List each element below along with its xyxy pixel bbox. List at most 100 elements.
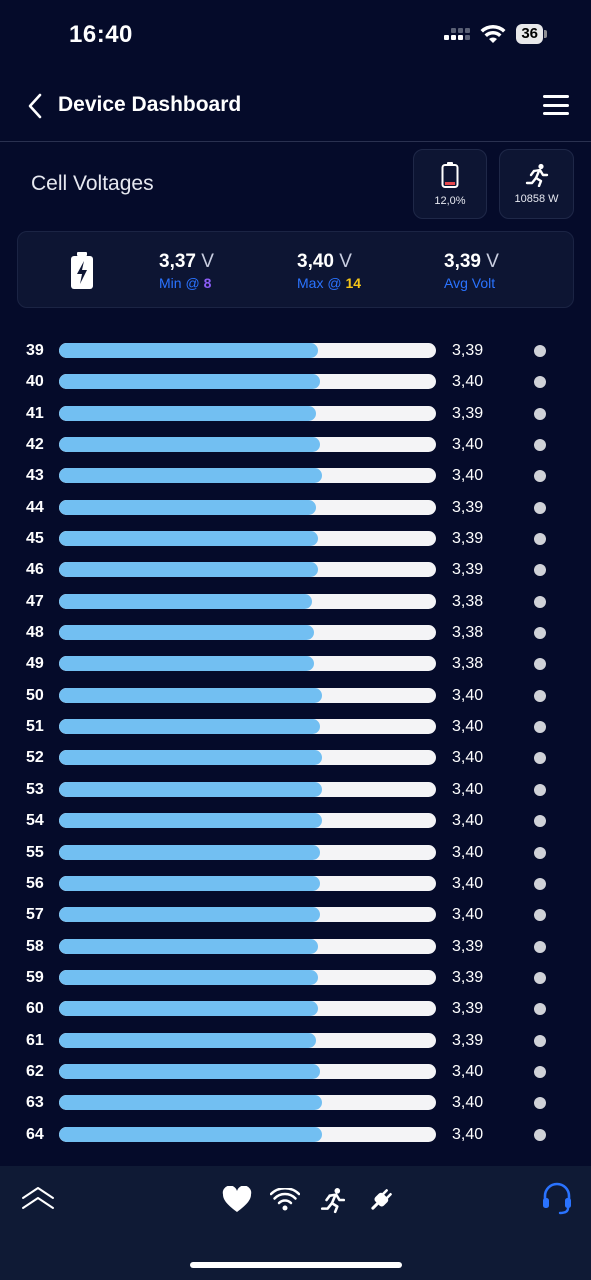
cell-index: 64 bbox=[26, 1125, 44, 1143]
cell-status-dot bbox=[534, 627, 546, 640]
cell-index: 61 bbox=[26, 1031, 44, 1049]
min-voltage-caption: Min @ bbox=[159, 275, 200, 291]
cell-row: 54 3,40 bbox=[0, 805, 591, 836]
cell-row: 61 3,39 bbox=[0, 1025, 591, 1056]
cell-status-dot bbox=[534, 1065, 546, 1078]
cell-voltage-value: 3,40 bbox=[452, 718, 484, 736]
cell-voltage-value: 3,40 bbox=[452, 874, 484, 892]
battery-status: 36 bbox=[516, 24, 547, 44]
cell-voltage-value: 3,40 bbox=[452, 906, 484, 924]
avg-voltage-caption: Avg Volt bbox=[444, 275, 496, 291]
back-chevron-icon[interactable] bbox=[24, 92, 46, 120]
cell-index: 57 bbox=[26, 906, 44, 924]
cell-voltage-value: 3,40 bbox=[452, 780, 484, 798]
cell-voltage-value: 3,40 bbox=[452, 686, 484, 704]
cell-voltage-value: 3,39 bbox=[452, 342, 484, 359]
cell-index: 56 bbox=[26, 874, 44, 892]
headset-icon[interactable] bbox=[541, 1182, 573, 1216]
page-title: Device Dashboard bbox=[58, 93, 242, 116]
cell-voltage-fill bbox=[59, 813, 323, 829]
cell-row: 57 3,40 bbox=[0, 899, 591, 930]
cell-index: 55 bbox=[26, 843, 44, 861]
cell-status-dot bbox=[534, 689, 546, 702]
battery-charging-icon bbox=[71, 252, 93, 289]
cell-index: 52 bbox=[26, 749, 44, 767]
cell-index: 46 bbox=[26, 561, 44, 579]
cell-row: 62 3,40 bbox=[0, 1056, 591, 1087]
hamburger-menu-icon[interactable] bbox=[543, 95, 569, 115]
cell-voltage-bar bbox=[59, 969, 436, 985]
cell-index: 47 bbox=[26, 592, 44, 610]
cell-voltage-bar bbox=[59, 844, 436, 860]
cell-voltage-value: 3,39 bbox=[452, 404, 484, 422]
status-bar: 16:40 36 bbox=[0, 0, 591, 70]
cell-voltage-fill bbox=[59, 656, 315, 672]
cell-voltage-value: 3,40 bbox=[452, 467, 484, 485]
cell-index: 51 bbox=[26, 718, 44, 736]
status-icons: 36 bbox=[444, 24, 547, 44]
cell-status-dot bbox=[534, 658, 546, 671]
battery-level-tile[interactable]: 12,0% bbox=[413, 149, 487, 219]
cell-voltage-fill bbox=[59, 1095, 323, 1111]
home-indicator[interactable] bbox=[190, 1262, 402, 1268]
cell-voltage-value: 3,38 bbox=[452, 592, 484, 610]
running-icon[interactable] bbox=[317, 1184, 349, 1216]
cell-voltage-value: 3,40 bbox=[452, 1062, 484, 1080]
cell-voltage-fill bbox=[59, 1063, 321, 1079]
cell-index: 63 bbox=[26, 1094, 44, 1112]
min-voltage-cell: 8 bbox=[203, 275, 212, 291]
cell-status-dot bbox=[534, 439, 546, 452]
collapse-icon[interactable] bbox=[20, 1184, 56, 1212]
cell-status-dot bbox=[534, 407, 546, 420]
cell-voltage-bar bbox=[59, 719, 436, 735]
cell-voltage-bar bbox=[59, 593, 436, 609]
cell-voltage-fill bbox=[59, 875, 321, 891]
cell-voltage-fill bbox=[59, 499, 317, 515]
plug-icon[interactable] bbox=[365, 1184, 397, 1216]
max-voltage-cell: 14 bbox=[345, 275, 362, 291]
cell-voltage-value: 3,40 bbox=[452, 1094, 484, 1112]
cell-voltage-value: 3,39 bbox=[452, 498, 484, 516]
cell-voltage-value: 3,39 bbox=[452, 937, 484, 955]
cell-status-dot bbox=[534, 971, 546, 984]
cell-status-dot bbox=[534, 1003, 546, 1016]
cell-voltage-bar bbox=[59, 1063, 436, 1079]
cell-voltage-fill bbox=[59, 687, 323, 703]
cell-row: 56 3,40 bbox=[0, 868, 591, 899]
cell-voltage-fill bbox=[59, 593, 313, 609]
cell-status-dot bbox=[534, 815, 546, 828]
cell-status-dot bbox=[534, 940, 546, 953]
cell-row: 40 3,40 bbox=[0, 366, 591, 397]
cell-voltage-fill bbox=[59, 969, 319, 985]
heart-icon[interactable] bbox=[221, 1184, 253, 1216]
cell-status-dot bbox=[534, 1128, 546, 1141]
wifi-icon[interactable] bbox=[269, 1184, 301, 1216]
cell-status-dot bbox=[534, 564, 546, 577]
cell-voltage-bar bbox=[59, 781, 436, 797]
cell-status-dot bbox=[534, 1097, 546, 1110]
avg-voltage-unit: V bbox=[486, 251, 499, 272]
cell-status-dot bbox=[534, 783, 546, 796]
battery-percent: 36 bbox=[516, 24, 543, 44]
status-time: 16:40 bbox=[69, 21, 133, 48]
cell-voltage-bar bbox=[59, 343, 436, 358]
cell-voltage-bar bbox=[59, 468, 436, 484]
cell-voltage-value: 3,39 bbox=[452, 1000, 484, 1018]
cell-voltage-fill bbox=[59, 1032, 317, 1048]
max-voltage-caption: Max @ bbox=[297, 275, 342, 291]
cell-voltage-bar bbox=[59, 687, 436, 703]
bottom-tab-bar bbox=[0, 1166, 591, 1280]
wifi-status-icon bbox=[480, 24, 506, 43]
cell-voltage-fill bbox=[59, 750, 323, 766]
cell-row: 44 3,39 bbox=[0, 492, 591, 523]
tab-icons bbox=[221, 1184, 397, 1216]
cell-voltage-value: 3,40 bbox=[452, 436, 484, 454]
cell-voltage-fill bbox=[59, 907, 321, 923]
cell-index: 44 bbox=[26, 498, 44, 516]
power-tile[interactable]: 10858 W bbox=[499, 149, 574, 219]
cell-voltage-bar bbox=[59, 1001, 436, 1017]
cell-index: 58 bbox=[26, 937, 44, 955]
cell-voltage-list: 39 3,39 40 3,40 41 3,39 42 3,40 43 3,40 44 3,39 45 3,… bbox=[0, 335, 591, 1150]
cell-row: 55 3,40 bbox=[0, 837, 591, 868]
min-voltage-value: 3,37 bbox=[159, 251, 196, 272]
